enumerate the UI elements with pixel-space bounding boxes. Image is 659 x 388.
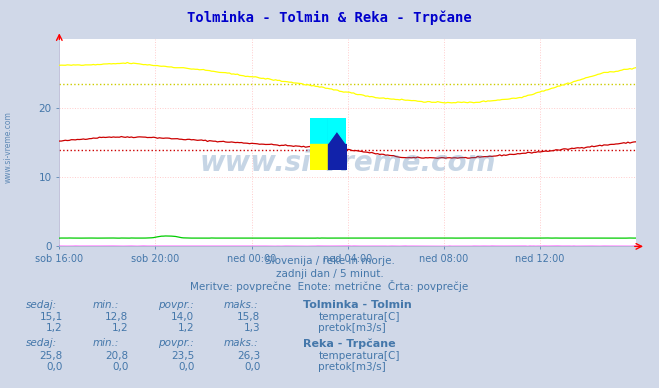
Text: 26,3: 26,3 — [237, 351, 260, 361]
Text: temperatura[C]: temperatura[C] — [318, 312, 400, 322]
Text: www.si-vreme.com: www.si-vreme.com — [200, 149, 496, 177]
Text: Meritve: povprečne  Enote: metrične  Črta: povprečje: Meritve: povprečne Enote: metrične Črta:… — [190, 281, 469, 292]
Text: Reka - Trpčane: Reka - Trpčane — [303, 338, 396, 349]
Polygon shape — [328, 118, 346, 144]
Text: 20,8: 20,8 — [105, 351, 129, 361]
Text: 23,5: 23,5 — [171, 351, 194, 361]
Text: sedaj:: sedaj: — [26, 300, 57, 310]
Text: 15,1: 15,1 — [40, 312, 63, 322]
Text: 1,2: 1,2 — [178, 323, 194, 333]
Text: Tolminka - Tolmin & Reka - Trpčane: Tolminka - Tolmin & Reka - Trpčane — [187, 10, 472, 25]
Text: sedaj:: sedaj: — [26, 338, 57, 348]
Text: povpr.:: povpr.: — [158, 300, 194, 310]
Polygon shape — [328, 118, 346, 144]
Text: 1,2: 1,2 — [112, 323, 129, 333]
Text: pretok[m3/s]: pretok[m3/s] — [318, 362, 386, 372]
Text: povpr.:: povpr.: — [158, 338, 194, 348]
Text: 1,3: 1,3 — [244, 323, 260, 333]
Text: 1,2: 1,2 — [46, 323, 63, 333]
Text: 0,0: 0,0 — [46, 362, 63, 372]
Text: 14,0: 14,0 — [171, 312, 194, 322]
Text: 0,0: 0,0 — [178, 362, 194, 372]
Text: 0,0: 0,0 — [244, 362, 260, 372]
Polygon shape — [328, 118, 346, 144]
Text: temperatura[C]: temperatura[C] — [318, 351, 400, 361]
Text: Tolminka - Tolmin: Tolminka - Tolmin — [303, 300, 412, 310]
Text: 0,0: 0,0 — [112, 362, 129, 372]
Text: maks.:: maks.: — [224, 300, 259, 310]
Text: Slovenija / reke in morje.: Slovenija / reke in morje. — [264, 256, 395, 266]
Text: min.:: min.: — [92, 338, 119, 348]
Text: zadnji dan / 5 minut.: zadnji dan / 5 minut. — [275, 268, 384, 279]
Text: www.si-vreme.com: www.si-vreme.com — [3, 111, 13, 184]
Text: maks.:: maks.: — [224, 338, 259, 348]
Text: pretok[m3/s]: pretok[m3/s] — [318, 323, 386, 333]
Text: 15,8: 15,8 — [237, 312, 260, 322]
Text: 25,8: 25,8 — [40, 351, 63, 361]
Text: min.:: min.: — [92, 300, 119, 310]
Text: 12,8: 12,8 — [105, 312, 129, 322]
